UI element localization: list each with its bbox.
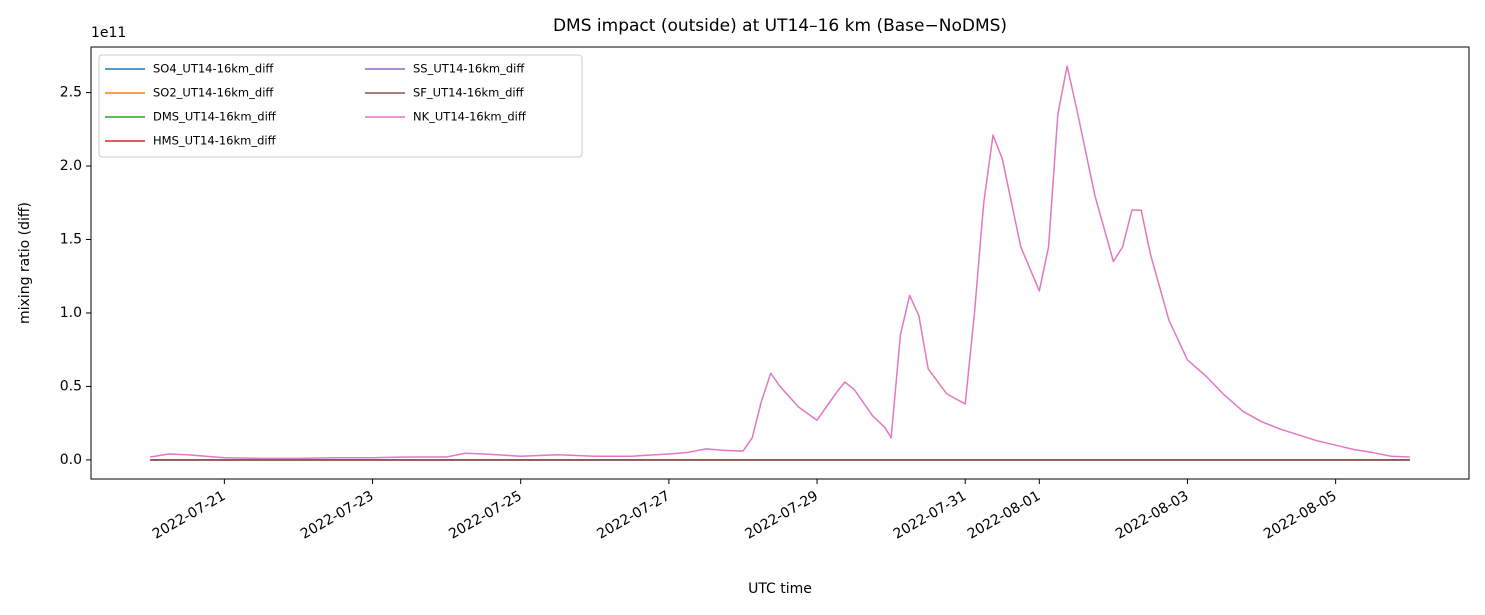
x-axis-label: UTC time bbox=[748, 581, 812, 597]
y-tick-label: 1.5 bbox=[60, 231, 82, 247]
series-line bbox=[150, 65, 1410, 460]
y-offset-label: 1e11 bbox=[91, 25, 126, 41]
y-tick-label: 1.0 bbox=[60, 305, 82, 321]
legend-label: SO2_UT14-16km_diff bbox=[153, 86, 274, 100]
legend: SO4_UT14-16km_diff SO2_UT14-16km_diff DMS_… bbox=[98, 54, 583, 158]
legend-label: SS_UT14-16km_diff bbox=[413, 62, 525, 76]
legend-box bbox=[98, 54, 583, 158]
y-tick-label: 2.5 bbox=[60, 85, 82, 101]
axes-frame bbox=[90, 46, 1470, 480]
y-tick-label: 0.5 bbox=[60, 378, 82, 394]
legend-label: HMS_UT14-16km_diff bbox=[153, 134, 277, 148]
legend-label: NK_UT14-16km_diff bbox=[413, 110, 527, 124]
legend-label: SO4_UT14-16km_diff bbox=[153, 62, 274, 76]
y-tick-label: 0.0 bbox=[60, 452, 82, 468]
chart-title: DMS impact (outside) at UT14–16 km (Base… bbox=[553, 16, 1007, 36]
y-axis-label: mixing ratio (diff) bbox=[17, 202, 33, 324]
legend-label: SF_UT14-16km_diff bbox=[413, 86, 525, 100]
y-tick-label: 2.0 bbox=[60, 158, 82, 174]
legend-label: DMS_UT14-16km_diff bbox=[153, 110, 277, 124]
